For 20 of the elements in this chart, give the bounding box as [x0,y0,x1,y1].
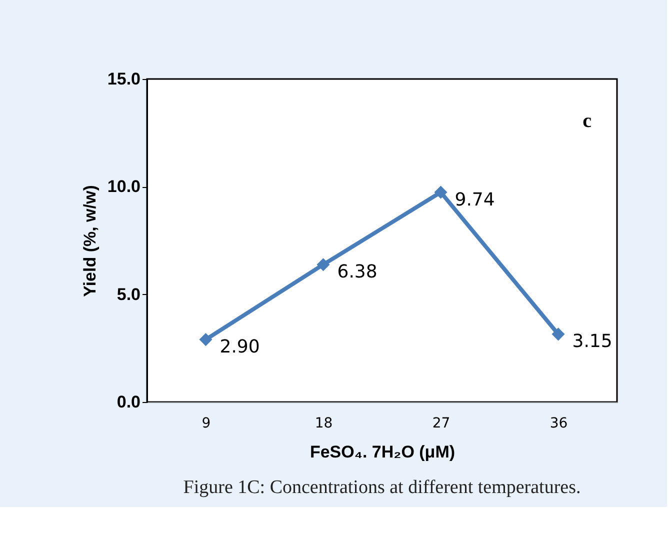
y-tick-label: 15.0 [107,70,140,88]
y-tick-label: 0.0 [116,392,140,412]
point [316,258,330,272]
x-tick-label: 27 [432,416,450,432]
y-tick-label: 5.0 [116,284,140,304]
x-axis-title: FeSO₄. 7H₂O (μM) [310,442,456,462]
point [434,186,448,199]
y-tick-label: 10.0 [107,177,140,196]
data-label: 6.38 [337,262,378,283]
point [552,328,565,341]
x-tick-label: 36 [550,416,568,432]
x-tick-label: 9 [202,416,211,432]
point [199,333,212,346]
data-label: 2.90 [220,336,260,358]
x-tick-label: 18 [314,416,333,432]
data-label: 3.15 [572,331,612,352]
y-axis-title: Yield (%, w/w) [80,185,100,297]
data-label: 9.74 [454,189,495,210]
annotation: c [582,110,592,132]
caption: Figure 1C: Concentrations at different temperatures. [183,477,581,498]
